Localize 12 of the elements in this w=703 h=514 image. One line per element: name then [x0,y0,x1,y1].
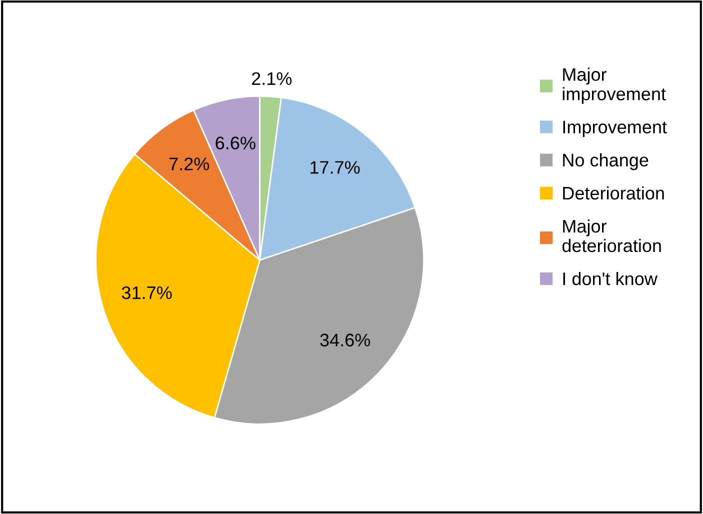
data-label: 31.7% [122,286,172,300]
data-label: 17.7% [310,161,360,174]
data-label: 7.2% [169,158,210,170]
legend-label: No change [563,153,648,170]
legend-label: Major deterioration [562,219,661,252]
data-label: 2.1% [252,72,292,85]
legend-label: I don't know [563,272,658,286]
legend-label: Deterioration [563,186,664,200]
data-label: 34.6% [320,334,370,346]
legend-label: Major improvement [562,68,666,104]
data-label: 6.6% [216,136,256,150]
legend-label: Improvement [563,120,667,138]
